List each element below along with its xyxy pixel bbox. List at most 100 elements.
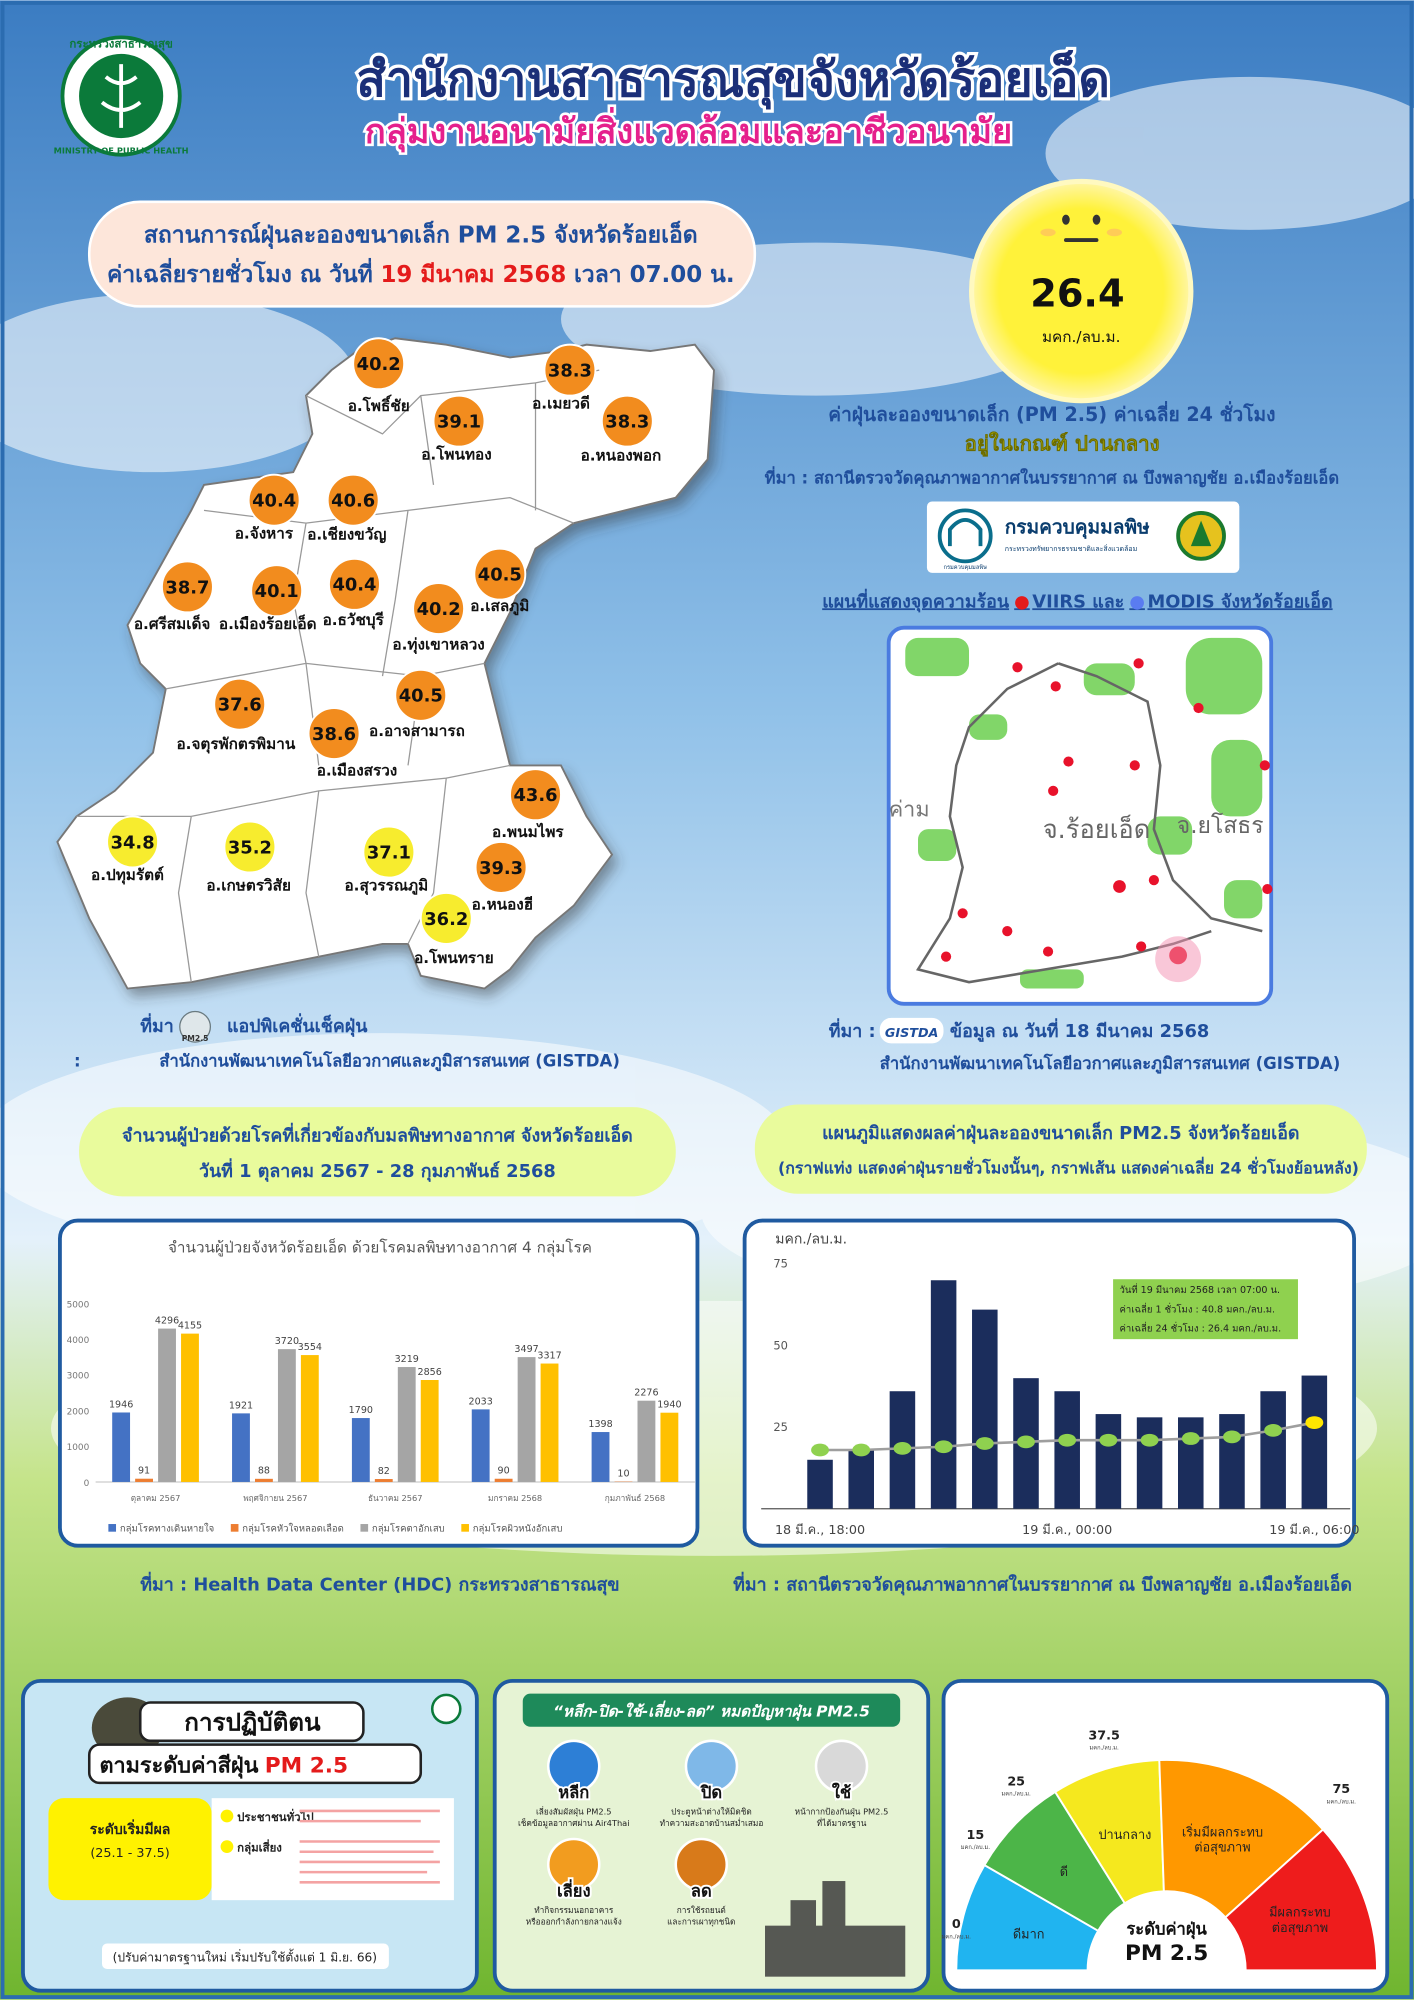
bar	[351, 1418, 370, 1482]
bar	[972, 1309, 998, 1509]
district-name: อ.เชียงขวัญ	[307, 526, 386, 544]
district-marker	[327, 557, 381, 611]
district-name: อ.จังหาร	[235, 524, 294, 542]
aqi-breakpoint: 0	[952, 1917, 961, 1932]
district-marker	[473, 547, 527, 601]
legend-swatch	[230, 1524, 239, 1532]
campaign-icon	[546, 1837, 601, 1892]
map-source-app: แอปพิเคชั่นเช็คฝุ่น	[227, 1013, 368, 1037]
map-source-prefix: :	[74, 1051, 81, 1070]
y-tick-label: 2000	[67, 1407, 90, 1417]
district-marker	[326, 473, 380, 527]
bar	[1219, 1414, 1245, 1509]
campaign-text: เช็คข้อมูลอากาศผ่าน Air4Thai	[518, 1818, 630, 1829]
situation-date: 19 มีนาคม 2568	[380, 262, 566, 288]
district-value: 36.2	[424, 909, 468, 930]
y-tick-label: 4000	[67, 1336, 90, 1346]
aqi-band-label: ดี	[1060, 1865, 1068, 1880]
bar	[181, 1333, 199, 1482]
bar	[232, 1413, 250, 1482]
x-tick-label: กุมภาพันธ์ 2568	[605, 1493, 665, 1504]
district-value: 39.1	[437, 412, 481, 433]
aqi-breakpoint: 75	[1332, 1782, 1350, 1797]
district-name: อ.อาจสามารถ	[369, 722, 465, 740]
line-marker	[1099, 1433, 1118, 1447]
pm-heading-box	[754, 1104, 1367, 1194]
legend-label: กลุ่มโรคทางเดินหายใจ	[120, 1523, 214, 1535]
district-name: อ.สุวรรณภูมิ	[344, 876, 428, 895]
campaign-icon	[674, 1837, 729, 1892]
aqi-band	[1158, 1758, 1325, 1919]
aqi-level: อยู่ในเกณฑ์ ปานกลาง	[965, 431, 1160, 457]
legend-swatch	[461, 1524, 469, 1532]
district-marker	[474, 840, 528, 894]
guidance-subtitle-text: ตามระดับค่าสีฝุ่น	[99, 1754, 258, 1780]
y-tick-label: 50	[773, 1338, 788, 1352]
district-marker	[160, 560, 214, 614]
bar	[517, 1357, 536, 1482]
bar	[1178, 1417, 1204, 1509]
page-subtitle: กลุ่มงานอนามัยสิ่งแวดล้อมและอาชีวอนามัย	[365, 106, 1012, 153]
bar-label: 4155	[178, 1321, 202, 1332]
bar	[1095, 1414, 1122, 1509]
line-marker	[1264, 1424, 1283, 1437]
y-tick-label: 25	[773, 1420, 788, 1434]
patients-chart: จำนวนผู้ป่วยจังหวัดร้อยเอ็ด ด้วยโรคมลพิษ…	[67, 1237, 695, 1535]
district-value: 40.6	[331, 491, 375, 512]
district-marker	[600, 394, 654, 448]
hotspot-source-org: สำนักงานพัฒนาเทคโนโลยีอวกาศและภูมิสารสนเ…	[880, 1053, 1341, 1075]
aqi-source: ที่มา : สถานีตรวจวัดคุณภาพอากาศในบรรยากา…	[765, 466, 1339, 489]
hotspot-source-label: ที่มา :	[829, 1018, 876, 1042]
campaign-title: “หลีก-ปิด-ใช้-เลี่ยง-ลด” หมดปัญหาฝุ่น PM…	[553, 1700, 870, 1722]
situation-line2: ค่าเฉลี่ยรายชั่วโมง ณ วันที่ 19 มีนาคม 25…	[107, 257, 735, 288]
aqi-caption: ค่าฝุ่นละอองขนาดเล็ก (PM 2.5) ค่าเฉลี่ย …	[828, 401, 1275, 427]
annotation: ค่าเฉลี่ย 1 ชั่วโมง : 40.8 มคก./ลบ.ม.	[1119, 1302, 1275, 1315]
bar-label: 3720	[275, 1336, 299, 1347]
bar-label: 4296	[155, 1315, 179, 1326]
district-marker	[509, 768, 562, 822]
hotspot-viirs: VIIRS และ	[1032, 591, 1124, 612]
bar	[420, 1379, 439, 1482]
bar-label: 3317	[537, 1350, 561, 1361]
pm-heading: (กราฟแท่ง แสดงค่าฝุ่นรายชั่วโมงนั้นๆ, กร…	[778, 1155, 1359, 1178]
y-tick-label: 5000	[67, 1300, 90, 1310]
district-value: 40.2	[417, 599, 461, 620]
district-value: 37.1	[367, 842, 411, 863]
district-name: อ.เมืองร้อยเอ็ด	[219, 613, 317, 633]
district-value: 40.4	[332, 575, 376, 596]
annotation-box	[1113, 1279, 1298, 1340]
bar	[1136, 1417, 1163, 1509]
aqi-breakpoint: 15	[967, 1828, 985, 1843]
x-tick-label: 19 มี.ค., 00:00	[1022, 1523, 1112, 1538]
legend-swatch	[360, 1524, 369, 1532]
district-name: อ.เกษตรวิสัย	[206, 876, 291, 894]
district-map: 40.2 อ.โพธิ์ชัย 38.3 อ.เมยวดี 39.1 อ.โพนทอง 38…	[56, 337, 715, 990]
bar-label: 91	[138, 1466, 150, 1477]
bar-label: 3497	[514, 1344, 538, 1355]
situation-line1: สถานการณ์ฝุ่นละอองขนาดเล็ก PM 2.5 จังหวั…	[144, 220, 698, 250]
district-name: อ.เมยวดี	[532, 394, 590, 412]
aqi-scale-title: PM 2.5	[1125, 1941, 1208, 1966]
bar	[807, 1459, 833, 1509]
district-name: อ.โพนทราย	[414, 948, 494, 967]
legend-swatch	[108, 1524, 117, 1532]
campaign-word: เลี่ยง	[557, 1878, 591, 1900]
aqi-unit: มคก./ลบ.ม.	[1089, 1746, 1119, 1752]
district-name: อ.ทุ่งเขาหลวง	[392, 635, 484, 654]
aqi-sun	[969, 178, 1194, 404]
bar	[540, 1363, 559, 1482]
bar	[471, 1409, 490, 1482]
campaign-text: การใช้รถยนต์	[677, 1905, 726, 1915]
district-value: 43.6	[513, 785, 557, 806]
campaign-word: ลด	[691, 1881, 712, 1900]
guidance-panel: การปฏิบัติตน ตามระดับค่าสีฝุ่น PM 2.5 ระด…	[21, 1678, 479, 1993]
bar-label: 3219	[395, 1354, 419, 1365]
guidance-risk: กลุ่มเสี่ยง	[237, 1839, 282, 1856]
hotspot-modis-dot: ●	[1129, 591, 1145, 612]
aqi-scale-panel: ดีมาก ดี ปานกลาง เริ่มมีผลกระทบต่อสุขภาพมีผ…	[942, 1678, 1390, 1993]
district-value: 40.5	[478, 565, 522, 586]
district-marker	[394, 668, 448, 722]
aqi-breakpoint: 37.5	[1088, 1729, 1119, 1744]
situation-text: ค่าเฉลี่ยรายชั่วโมง ณ วันที่	[107, 257, 373, 288]
